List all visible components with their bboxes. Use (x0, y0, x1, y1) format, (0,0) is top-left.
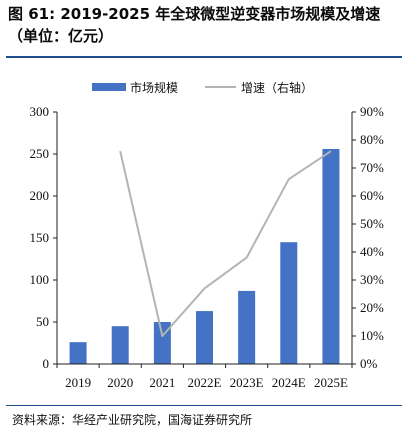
right-tick-label: 20% (360, 300, 384, 315)
x-tick-label: 2024E (272, 375, 306, 390)
right-tick-label: 80% (360, 132, 384, 147)
legend-bar-label: 市场规模 (130, 80, 178, 95)
x-tick-label: 2021 (149, 375, 175, 390)
right-tick-label: 90% (360, 104, 384, 119)
right-tick-label: 70% (360, 160, 384, 175)
x-tick-label: 2025E (314, 375, 348, 390)
bar-2023E (238, 290, 256, 364)
legend-bar-swatch (92, 83, 126, 91)
legend-line-label: 增速（右轴） (241, 80, 313, 95)
bar-2020 (111, 326, 129, 364)
title-divider (6, 56, 402, 58)
left-tick-label: 250 (30, 146, 50, 161)
left-tick-label: 50 (36, 314, 49, 329)
x-tick-label: 2022E (188, 375, 222, 390)
left-tick-label: 150 (30, 230, 50, 245)
x-tick-label: 2020 (107, 375, 133, 390)
left-tick-label: 300 (30, 104, 50, 119)
right-tick-label: 50% (360, 216, 384, 231)
right-tick-label: 10% (360, 328, 384, 343)
right-tick-label: 0% (360, 356, 378, 371)
right-tick-label: 60% (360, 188, 384, 203)
right-tick-label: 30% (360, 272, 384, 287)
right-tick-label: 40% (360, 244, 384, 259)
chart-title: 图 61: 2019-2025 年全球微型逆变器市场规模及增速（单位：亿元） (8, 5, 381, 45)
bar-2024E (280, 242, 298, 364)
growth-line (119, 150, 332, 337)
left-tick-label: 200 (30, 188, 50, 203)
bar-2022E (196, 311, 213, 364)
left-tick-label: 0 (43, 356, 50, 371)
source-divider (6, 405, 402, 406)
left-tick-label: 100 (30, 272, 50, 287)
bar-2019 (69, 342, 87, 364)
x-tick-label: 2023E (230, 375, 264, 390)
bar-2025E (322, 148, 340, 364)
x-tick-label: 2019 (65, 375, 91, 390)
source-note: 资料来源：华经产业研究院，国海证券研究所 (12, 413, 253, 427)
